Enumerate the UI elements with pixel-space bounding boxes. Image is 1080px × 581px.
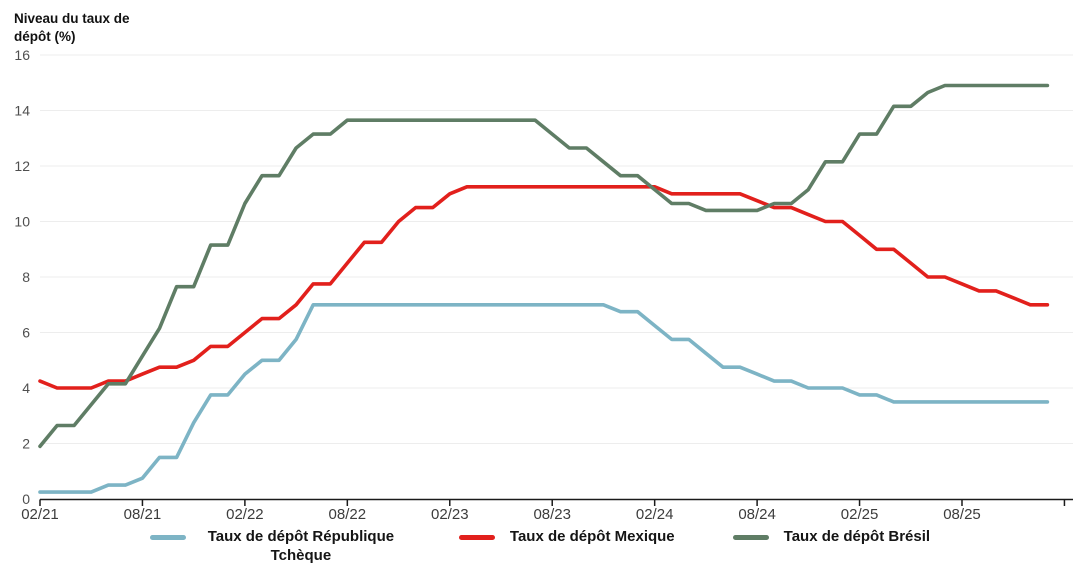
series-line-Taux de dépôt Mexique [38,185,1050,390]
y-axis-title: Niveau du taux de dépôt (%) [14,11,130,44]
x-tick-label-02/22: 02/22 [226,506,264,523]
y-tick-label-10: 10 [14,214,30,230]
x-tick-label-08/21: 08/21 [124,506,162,523]
x-tick-label-08/23: 08/23 [533,506,571,523]
y-tick-label-2: 2 [22,436,30,452]
series-line-Taux de dépôt République Tchèque [38,302,1050,494]
legend-item-mexico[interactable]: Taux de dépôt Mexique [458,528,675,547]
x-tick-label-02/23: 02/23 [431,506,469,523]
legend-label-mexico: Taux de dépôt Mexique [509,528,675,545]
y-tick-label-14: 14 [14,103,30,119]
x-tick-label-02/24: 02/24 [636,506,674,523]
x-tick-label-02/25: 02/25 [841,506,879,523]
brazil-line-swatch [732,535,769,540]
y-tick-label-4: 4 [22,380,30,396]
mexico-line-swatch [458,535,495,540]
legend-label-brazil: Taux de dépôt Brésil [783,528,931,545]
x-tick-label-02/21: 02/21 [21,506,59,523]
chart-legend: Taux de dépôt République Tchèque Taux de… [0,528,1080,566]
x-tick-label-08/25: 08/25 [943,506,981,523]
y-tick-label-0: 0 [22,491,30,507]
y-tick-label-12: 12 [14,158,30,174]
x-tick-label-08/24: 08/24 [738,506,776,523]
czech-line-swatch [149,535,186,540]
y-tick-label-16: 16 [14,47,30,63]
x-tick-label-08/22: 08/22 [329,506,367,523]
y-tick-label-8: 8 [22,269,30,285]
rates-line-chart: 0 2 4 6 8 10 12 14 16 02/21 08/21 02/22 08/22 02/23 08… [14,47,1073,523]
y-tick-label-6: 6 [22,325,30,341]
legend-label-czech: Taux de dépôt République Tchèque [207,528,395,564]
series-line-Taux de dépôt Brésil [38,83,1050,449]
legend-item-brazil[interactable]: Taux de dépôt Brésil [732,528,931,547]
legend-item-czech[interactable]: Taux de dépôt République Tchèque [149,528,401,566]
